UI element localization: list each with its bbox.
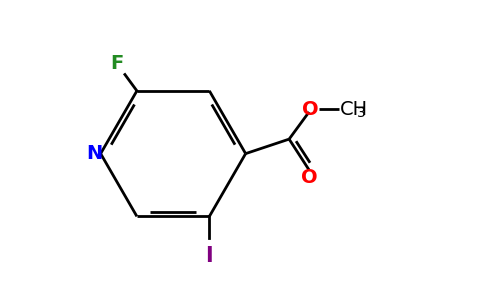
Text: 3: 3 bbox=[357, 106, 366, 120]
Text: O: O bbox=[301, 168, 318, 188]
Text: O: O bbox=[302, 100, 318, 118]
Text: I: I bbox=[206, 246, 213, 266]
Text: N: N bbox=[86, 144, 102, 163]
Text: F: F bbox=[110, 54, 123, 73]
Text: CH: CH bbox=[339, 100, 368, 118]
